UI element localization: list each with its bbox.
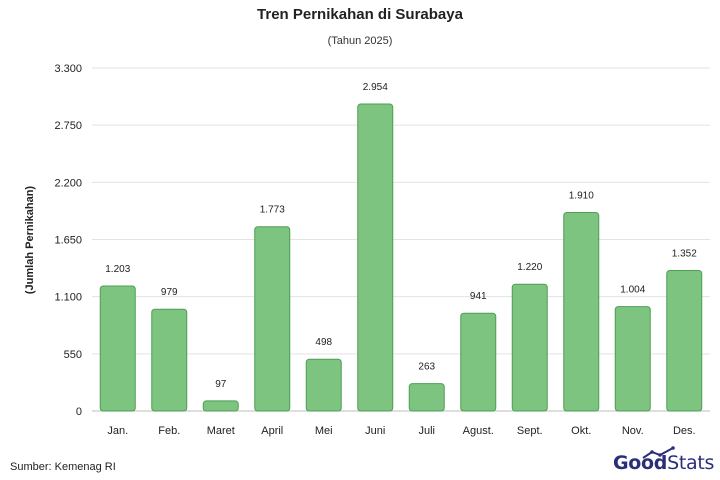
data-label: 1.910 [569,190,594,201]
goodstats-logo: GoodStats [613,446,715,474]
bar [408,383,445,412]
chart-subtitle: (Tahun 2025) [327,35,393,47]
bar [254,226,291,412]
source-note: Sumber: Kemenag RI [10,461,116,473]
data-label: 263 [418,362,435,373]
y-tick-label: 3.300 [54,63,82,75]
bar [460,312,497,412]
x-tick-label: Mei [315,425,333,437]
chart-title: Tren Pernikahan di Surabaya [257,6,463,23]
data-label: 97 [215,379,227,390]
x-tick-label: Des. [673,425,696,437]
y-tick-label: 2.200 [54,177,82,189]
data-label: 498 [315,337,332,348]
logo-stats: Stats [667,452,715,474]
data-label: 1.004 [620,285,645,296]
bar [614,306,651,412]
bar [357,103,394,412]
x-tick-label: Juni [365,425,385,437]
x-tick-label: Jan. [107,425,128,437]
x-tick-label: April [261,425,283,437]
logo-good: Good [613,452,668,474]
data-label: 2.954 [363,82,388,93]
x-tick-label: Okt. [571,425,591,437]
x-tick-label: Maret [207,425,235,437]
data-label: 941 [470,291,487,302]
y-tick-label: 2.750 [54,120,82,132]
y-tick-label: 0 [76,406,82,418]
y-tick-label: 1.100 [54,292,82,304]
trend-arrow-icon [642,446,675,459]
bar [151,308,188,412]
x-tick-label: Agust. [463,425,494,437]
data-label: 1.773 [260,205,285,216]
x-tick-label: Sept. [517,425,543,437]
data-label: 1.203 [105,264,130,275]
bar [511,283,548,412]
data-label: 1.352 [672,248,697,259]
bar [305,358,342,412]
y-tick-label: 550 [64,349,82,361]
x-tick-label: Juli [418,425,435,437]
data-label: 979 [161,287,178,298]
bar [563,211,600,412]
x-tick-label: Feb. [158,425,180,437]
data-label: 1.220 [517,262,542,273]
bar [666,269,703,412]
bar [202,400,239,412]
bar [99,285,136,412]
x-tick-label: Nov. [622,425,644,437]
y-tick-label: 1.650 [54,235,82,247]
